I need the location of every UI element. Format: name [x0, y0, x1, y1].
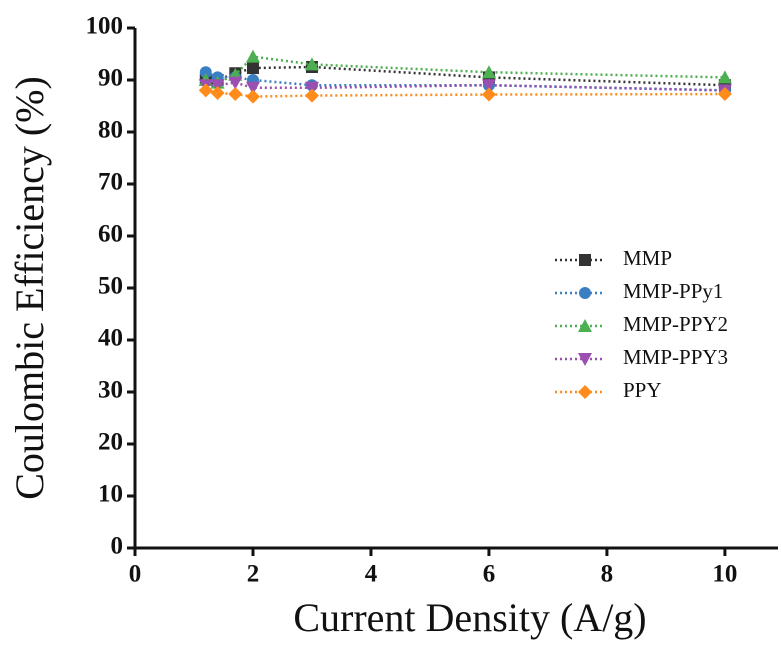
marker [717, 70, 732, 84]
y-tick-label: 70 [98, 169, 123, 196]
marker [304, 57, 319, 71]
marker [578, 353, 592, 366]
legend-label: PPY [623, 378, 662, 402]
marker [245, 89, 260, 104]
series-line [205, 89, 725, 98]
series-line [205, 55, 725, 84]
y-tick-label: 90 [98, 65, 123, 92]
marker [579, 287, 591, 299]
legend-label: MMP [623, 246, 672, 270]
legend-label: MMP-PPY2 [623, 312, 728, 336]
y-tick-label: 40 [98, 325, 123, 352]
x-tick-label: 0 [129, 561, 142, 588]
x-tick-label: 2 [247, 561, 260, 588]
marker [304, 88, 319, 103]
x-axis-label: Current Density (A/g) [293, 595, 646, 640]
x-tick-label: 4 [365, 561, 378, 588]
series-line [205, 81, 725, 92]
marker [245, 49, 260, 63]
marker [481, 87, 496, 102]
y-tick-label: 50 [98, 273, 123, 300]
legend-label: MMP-PPy1 [623, 279, 723, 303]
x-tick-label: 8 [601, 561, 614, 588]
x-tick-label: 6 [483, 561, 496, 588]
marker [481, 65, 496, 79]
marker [717, 87, 732, 102]
marker [245, 81, 260, 95]
y-tick-label: 0 [111, 533, 124, 560]
y-tick-label: 30 [98, 377, 123, 404]
y-tick-label: 100 [86, 13, 124, 40]
y-tick-label: 10 [98, 481, 123, 508]
marker [578, 385, 592, 399]
marker [210, 79, 225, 93]
marker [578, 319, 592, 332]
y-tick-label: 60 [98, 221, 123, 248]
marker [228, 76, 243, 90]
marker [246, 62, 259, 75]
y-axis-label: Coulombic Efficiency (%) [7, 76, 52, 500]
legend-label: MMP-PPY3 [623, 345, 728, 369]
marker [228, 87, 243, 102]
x-tick-label: 10 [712, 561, 737, 588]
marker [481, 79, 496, 93]
marker [579, 254, 591, 266]
y-tick-label: 80 [98, 117, 123, 144]
marker [199, 66, 212, 79]
marker [198, 83, 213, 98]
marker [210, 86, 225, 100]
marker [304, 81, 319, 95]
y-tick-label: 20 [98, 429, 123, 456]
